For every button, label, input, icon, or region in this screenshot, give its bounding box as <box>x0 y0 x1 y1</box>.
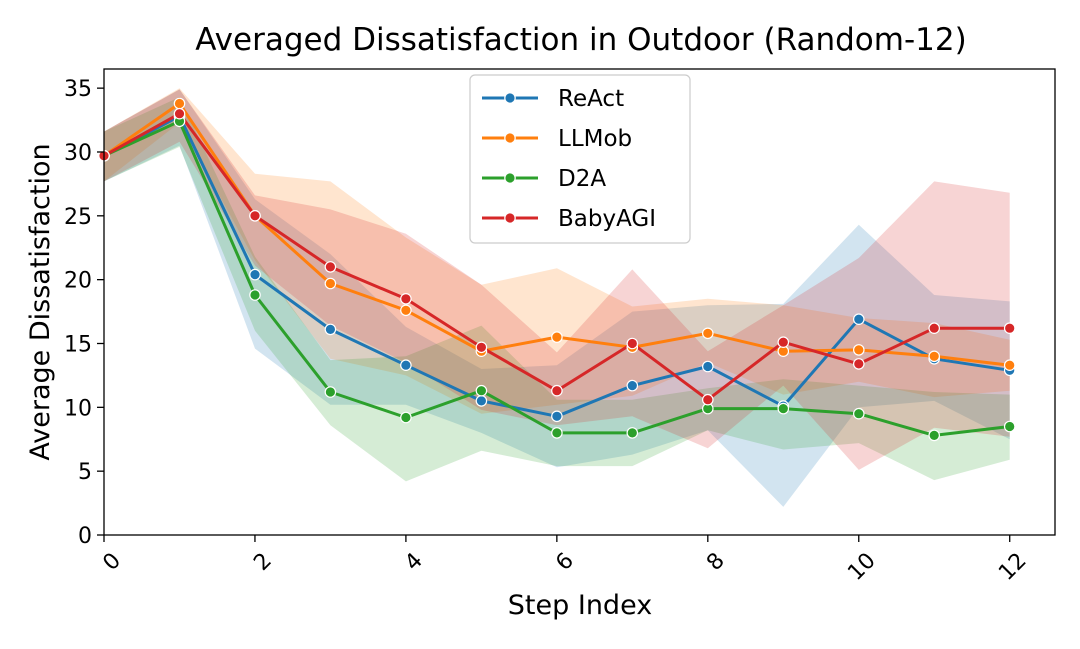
legend-box <box>469 74 691 244</box>
legend-label-d2a: D2A <box>558 166 606 192</box>
react-point <box>400 359 412 371</box>
react-point <box>324 323 337 336</box>
legend-label-llmob: LLMob <box>558 126 632 152</box>
babyagi-point <box>701 393 714 406</box>
llmob-point <box>400 304 412 317</box>
babyagi-point <box>173 107 186 120</box>
x-tick-label: 8 <box>702 548 730 576</box>
babyagi-point <box>852 358 865 370</box>
babyagi-point <box>475 341 488 354</box>
legend-marker-react <box>504 92 516 104</box>
react-point <box>551 410 563 423</box>
d2a-confidence-band <box>104 97 1010 482</box>
llmob-point <box>928 350 940 363</box>
d2a-point <box>626 427 639 439</box>
d2a-point <box>777 402 790 415</box>
x-axis: 0 2 4 6 8 10 12 <box>98 535 1032 586</box>
react-point <box>852 313 865 325</box>
y-tick-label: 15 <box>64 332 92 357</box>
y-tick-label: 20 <box>64 269 92 294</box>
d2a-point <box>551 427 563 439</box>
x-tick-label: 4 <box>400 548 428 576</box>
x-tick-label: 12 <box>994 548 1031 585</box>
d2a-point <box>475 384 488 397</box>
y-tick-label: 10 <box>64 396 92 421</box>
y-tick-label: 25 <box>64 205 92 230</box>
llmob-point <box>551 331 563 343</box>
babyagi-point <box>324 261 337 273</box>
llmob-point <box>1003 359 1016 371</box>
y-tick-label: 30 <box>64 141 92 166</box>
plot-area-frame <box>103 68 1056 536</box>
d2a-point <box>324 386 337 398</box>
y-axis-label: Average Dissatisfaction <box>25 143 56 460</box>
chart-title: Averaged Dissatisfaction in Outdoor (Ran… <box>195 22 966 58</box>
react-point <box>249 268 261 281</box>
x-tick-label: 6 <box>551 548 579 576</box>
series-points <box>98 97 1016 442</box>
legend-label-babyagi: BabyAGI <box>558 206 656 232</box>
babyagi-point <box>400 292 412 305</box>
react-point <box>475 395 488 407</box>
llmob-point <box>852 344 865 356</box>
babyagi-point <box>551 384 563 397</box>
react-point <box>626 379 639 392</box>
x-tick-label: 2 <box>249 548 277 576</box>
babyagi-confidence-band <box>104 89 1010 470</box>
x-tick-label: 0 <box>98 548 126 576</box>
babyagi-point <box>928 322 940 334</box>
d2a-point <box>1003 420 1016 433</box>
babyagi-point <box>777 336 790 348</box>
llmob-point <box>701 327 714 340</box>
d2a-point <box>852 407 865 420</box>
babyagi-point <box>1003 322 1016 334</box>
y-tick-label: 5 <box>78 460 92 485</box>
babyagi-point <box>249 210 261 222</box>
legend-marker-babyagi <box>504 212 516 224</box>
react-point <box>701 360 714 373</box>
legend: ReAct LLMob D2A BabyAGI <box>469 74 691 244</box>
legend-marker-llmob <box>504 132 516 144</box>
legend-marker-d2a <box>504 172 516 184</box>
llmob-point <box>173 97 186 110</box>
y-tick-label: 35 <box>64 77 92 102</box>
x-tick-label: 10 <box>843 548 880 585</box>
d2a-point <box>400 411 412 424</box>
y-axis: 0 5 10 15 20 25 30 35 <box>64 77 104 549</box>
x-axis-label: Step Index <box>508 590 652 621</box>
babyagi-point <box>626 337 639 350</box>
d2a-point <box>928 429 940 442</box>
legend-label-react: ReAct <box>558 86 624 112</box>
llmob-point <box>324 277 337 290</box>
y-tick-label: 0 <box>78 524 92 549</box>
d2a-point <box>249 289 261 301</box>
